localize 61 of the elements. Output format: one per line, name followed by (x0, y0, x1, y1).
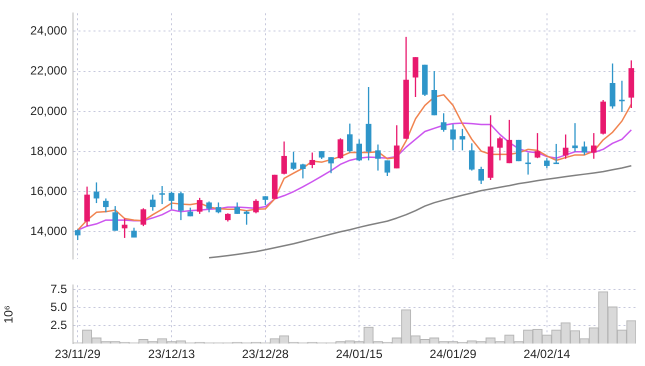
candlestick (140, 208, 146, 227)
candlestick (497, 136, 503, 162)
y-tick-label: 24,000 (30, 24, 68, 38)
candlestick (412, 56, 418, 98)
x-tick-label: 23/12/28 (242, 347, 290, 362)
candlestick (281, 140, 287, 176)
candlestick (394, 124, 400, 170)
candlestick (206, 200, 212, 213)
candlestick (112, 205, 118, 232)
candlestick (610, 62, 616, 110)
candlestick (234, 202, 240, 215)
y-axis-title: 10⁶ (2, 305, 16, 324)
x-tick-label: 23/11/29 (54, 347, 101, 362)
candlestick (572, 122, 578, 152)
y-tick-label: 16,000 (30, 184, 68, 198)
x-tick-label: 24/01/15 (336, 347, 383, 362)
candlestick (94, 182, 100, 204)
y-tick-label: 20,000 (30, 104, 68, 118)
candlestick (384, 160, 390, 177)
candlestick (582, 140, 588, 156)
candlestick (619, 80, 625, 113)
y-tick-label: 14,000 (30, 224, 68, 238)
y-tick-label: 18,000 (30, 144, 68, 158)
candlestick (534, 132, 540, 159)
candlestick (356, 138, 362, 162)
candlestick (253, 198, 259, 214)
candlestick (290, 151, 296, 171)
x-tick-label: 23/12/13 (148, 347, 196, 362)
candlestick (590, 132, 597, 160)
y-tick-label: 5.0 (50, 300, 68, 314)
candlestick (468, 142, 475, 172)
candlestick (150, 194, 156, 212)
candlestick (525, 152, 531, 176)
candlestick (300, 163, 306, 180)
candlestick (216, 202, 222, 214)
candlestick (328, 156, 334, 174)
candlestick (450, 124, 456, 151)
candlestick (338, 138, 344, 160)
candlestick (74, 228, 81, 241)
candlestick (346, 123, 353, 154)
candlestick (506, 119, 512, 164)
candlestick (562, 134, 568, 160)
candlestick (544, 158, 550, 169)
y-tick-label: 2.5 (50, 318, 68, 332)
candlestick (168, 190, 174, 210)
candlestick (122, 218, 128, 239)
candlestick (553, 143, 560, 165)
candlestick (460, 128, 466, 151)
candlestick (440, 112, 446, 132)
x-tick-label: 24/02/14 (524, 347, 571, 362)
candlestick (178, 190, 184, 221)
candlestick (478, 166, 484, 185)
y-tick-label: 7.5 (50, 282, 68, 296)
candlestick (244, 210, 250, 226)
x-tick-label: 24/01/29 (430, 347, 477, 362)
y-tick-label: 22,000 (30, 64, 68, 78)
candlestick (103, 198, 109, 213)
candlestick (196, 197, 202, 215)
candlestick (309, 152, 316, 169)
candlestick (375, 144, 381, 172)
candlestick (159, 185, 165, 205)
